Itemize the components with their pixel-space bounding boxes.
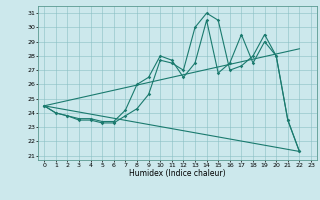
X-axis label: Humidex (Indice chaleur): Humidex (Indice chaleur) <box>129 169 226 178</box>
